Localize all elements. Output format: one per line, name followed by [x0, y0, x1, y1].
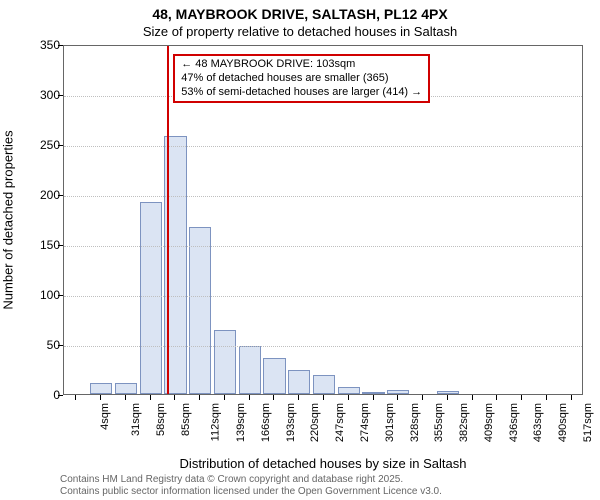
histogram-bar — [140, 202, 162, 394]
y-tick-mark — [58, 245, 63, 246]
x-tick-label: 139sqm — [235, 403, 247, 442]
x-tick-label: 382sqm — [458, 403, 470, 442]
x-tick-label: 328sqm — [409, 403, 421, 442]
x-tick-label: 490sqm — [557, 403, 569, 442]
histogram-bar — [189, 227, 211, 394]
x-tick-mark — [174, 395, 175, 400]
x-tick-mark — [472, 395, 473, 400]
x-tick-mark — [373, 395, 374, 400]
x-tick-label: 517sqm — [582, 403, 594, 442]
footer-line1: Contains HM Land Registry data © Crown c… — [60, 474, 403, 485]
x-tick-label: 166sqm — [260, 403, 272, 442]
x-tick-mark — [150, 395, 151, 400]
y-tick-mark — [58, 345, 63, 346]
x-tick-mark — [298, 395, 299, 400]
histogram-bar — [288, 370, 310, 394]
x-axis-label: Distribution of detached houses by size … — [63, 456, 583, 471]
x-tick-label: 301sqm — [384, 403, 396, 442]
y-tick-label: 150 — [20, 238, 60, 252]
y-tick-mark — [58, 195, 63, 196]
marker-vline — [167, 46, 169, 394]
x-tick-mark — [546, 395, 547, 400]
y-tick-label: 250 — [20, 138, 60, 152]
x-tick-mark — [397, 395, 398, 400]
histogram-bar — [239, 346, 261, 394]
gridline — [64, 196, 582, 197]
y-tick-label: 350 — [20, 38, 60, 52]
histogram-bar — [362, 392, 384, 394]
x-tick-mark — [199, 395, 200, 400]
x-tick-mark — [521, 395, 522, 400]
annotation-box: ← 48 MAYBROOK DRIVE: 103sqm 47% of detac… — [173, 54, 430, 103]
x-tick-label: 355sqm — [433, 403, 445, 442]
x-tick-mark — [224, 395, 225, 400]
x-tick-mark — [496, 395, 497, 400]
x-tick-label: 193sqm — [285, 403, 297, 442]
y-tick-label: 100 — [20, 288, 60, 302]
y-tick-mark — [58, 45, 63, 46]
x-tick-label: 31sqm — [130, 403, 142, 436]
histogram-bar — [313, 375, 335, 394]
y-tick-label: 200 — [20, 188, 60, 202]
histogram-bar — [338, 387, 360, 394]
y-tick-mark — [58, 95, 63, 96]
y-tick-label: 0 — [20, 388, 60, 402]
gridline — [64, 296, 582, 297]
annotation-line2: 47% of detached houses are smaller (365) — [181, 72, 422, 86]
x-tick-label: 436sqm — [508, 403, 520, 442]
x-tick-mark — [273, 395, 274, 400]
histogram-bar — [214, 330, 236, 394]
x-tick-label: 4sqm — [99, 403, 111, 430]
histogram-bar — [263, 358, 285, 394]
annotation-line3: 53% of semi-detached houses are larger (… — [181, 86, 422, 100]
histogram-bar — [437, 391, 459, 394]
gridline — [64, 246, 582, 247]
plot-area: ← 48 MAYBROOK DRIVE: 103sqm 47% of detac… — [63, 45, 583, 395]
histogram-bar — [387, 390, 409, 394]
x-tick-mark — [348, 395, 349, 400]
x-tick-mark — [249, 395, 250, 400]
chart-title-sub: Size of property relative to detached ho… — [0, 24, 600, 39]
x-tick-label: 85sqm — [180, 403, 192, 436]
x-tick-label: 58sqm — [155, 403, 167, 436]
x-tick-label: 409sqm — [483, 403, 495, 442]
y-tick-mark — [58, 295, 63, 296]
x-tick-label: 463sqm — [532, 403, 544, 442]
footer-line2: Contains public sector information licen… — [60, 486, 442, 497]
x-tick-label: 247sqm — [334, 403, 346, 442]
gridline — [64, 146, 582, 147]
x-tick-label: 274sqm — [359, 403, 371, 442]
annotation-line1: ← 48 MAYBROOK DRIVE: 103sqm — [181, 58, 422, 72]
x-tick-mark — [447, 395, 448, 400]
y-tick-mark — [58, 395, 63, 396]
y-tick-mark — [58, 145, 63, 146]
x-tick-mark — [571, 395, 572, 400]
x-tick-label: 220sqm — [310, 403, 322, 442]
histogram-bar — [90, 383, 112, 394]
x-tick-mark — [323, 395, 324, 400]
x-tick-label: 112sqm — [210, 403, 222, 441]
y-tick-label: 300 — [20, 88, 60, 102]
y-axis-label: Number of detached properties — [1, 130, 16, 309]
y-tick-label: 50 — [20, 338, 60, 352]
chart-container: 48, MAYBROOK DRIVE, SALTASH, PL12 4PX Si… — [0, 0, 600, 500]
chart-title-main: 48, MAYBROOK DRIVE, SALTASH, PL12 4PX — [0, 6, 600, 22]
x-tick-mark — [125, 395, 126, 400]
histogram-bar — [115, 383, 137, 394]
x-tick-mark — [75, 395, 76, 400]
gridline — [64, 346, 582, 347]
x-tick-mark — [100, 395, 101, 400]
x-tick-mark — [422, 395, 423, 400]
